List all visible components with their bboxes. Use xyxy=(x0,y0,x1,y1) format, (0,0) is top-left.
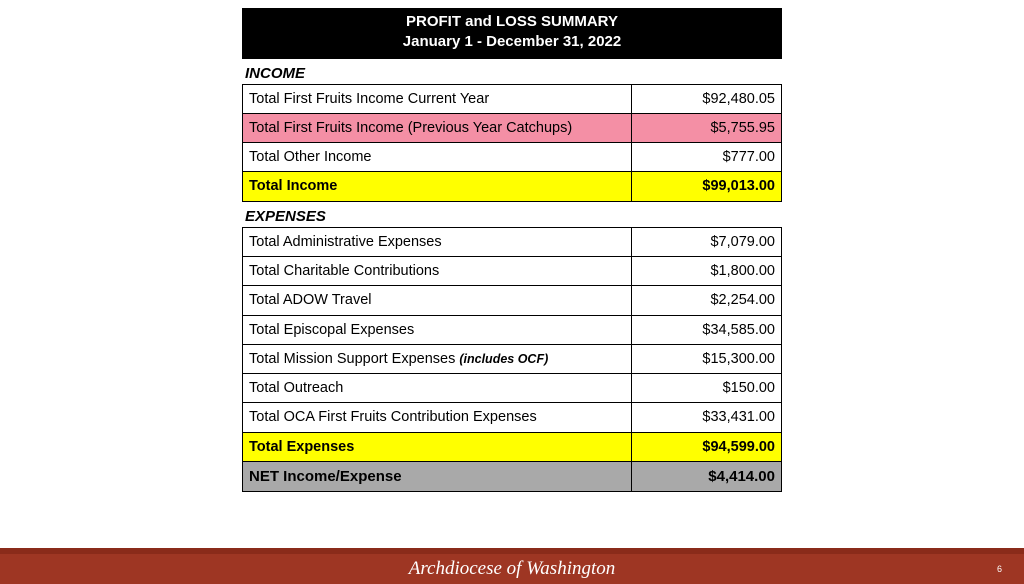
row-label: Total Administrative Expenses xyxy=(243,227,632,256)
row-amount: $33,431.00 xyxy=(632,403,782,432)
page-number: 6 xyxy=(997,554,1002,584)
row-amount: $15,300.00 xyxy=(632,344,782,373)
row-label: Total Expenses xyxy=(243,432,632,461)
table-row: Total Charitable Contributions$1,800.00 xyxy=(243,256,782,285)
row-label: Total Income xyxy=(243,172,632,201)
table-row: Total Outreach$150.00 xyxy=(243,374,782,403)
table-row: Total Administrative Expenses$7,079.00 xyxy=(243,227,782,256)
row-amount: $2,254.00 xyxy=(632,286,782,315)
page-footer: Archdiocese of Washington 6 xyxy=(0,548,1024,584)
row-label: Total First Fruits Income Current Year xyxy=(243,84,632,113)
table-row: Total First Fruits Income (Previous Year… xyxy=(243,113,782,142)
row-amount: $92,480.05 xyxy=(632,84,782,113)
table-row: Total Mission Support Expenses (includes… xyxy=(243,344,782,373)
row-amount: $7,079.00 xyxy=(632,227,782,256)
table-row: Total First Fruits Income Current Year$9… xyxy=(243,84,782,113)
table-row: Total Episcopal Expenses$34,585.00 xyxy=(243,315,782,344)
row-amount: $4,414.00 xyxy=(632,462,782,492)
row-amount: $5,755.95 xyxy=(632,113,782,142)
row-amount: $99,013.00 xyxy=(632,172,782,201)
table-row: Total Income$99,013.00 xyxy=(243,172,782,201)
income-table: Total First Fruits Income Current Year$9… xyxy=(242,84,782,202)
row-label: Total OCA First Fruits Contribution Expe… xyxy=(243,403,632,432)
row-label: Total Charitable Contributions xyxy=(243,256,632,285)
expenses-section-label: EXPENSES xyxy=(242,202,782,227)
expenses-table: Total Administrative Expenses$7,079.00To… xyxy=(242,227,782,492)
row-amount: $777.00 xyxy=(632,143,782,172)
pl-summary: PROFIT and LOSS SUMMARY January 1 - Dece… xyxy=(242,8,782,492)
row-label: Total Outreach xyxy=(243,374,632,403)
table-row: Total ADOW Travel$2,254.00 xyxy=(243,286,782,315)
row-label: Total First Fruits Income (Previous Year… xyxy=(243,113,632,142)
table-row: Total Other Income$777.00 xyxy=(243,143,782,172)
row-label: Total Mission Support Expenses (includes… xyxy=(243,344,632,373)
row-amount: $150.00 xyxy=(632,374,782,403)
table-row: NET Income/Expense$4,414.00 xyxy=(243,462,782,492)
row-label: Total Episcopal Expenses xyxy=(243,315,632,344)
table-row: Total Expenses$94,599.00 xyxy=(243,432,782,461)
row-amount: $1,800.00 xyxy=(632,256,782,285)
row-label: Total Other Income xyxy=(243,143,632,172)
income-section-label: INCOME xyxy=(242,59,782,84)
report-header: PROFIT and LOSS SUMMARY January 1 - Dece… xyxy=(242,8,782,59)
row-label: Total ADOW Travel xyxy=(243,286,632,315)
footer-bar: Archdiocese of Washington 6 xyxy=(0,554,1024,584)
report-title-2: January 1 - December 31, 2022 xyxy=(242,32,782,52)
row-note: (includes OCF) xyxy=(459,352,548,366)
table-row: Total OCA First Fruits Contribution Expe… xyxy=(243,403,782,432)
row-label: NET Income/Expense xyxy=(243,462,632,492)
row-amount: $94,599.00 xyxy=(632,432,782,461)
report-title-1: PROFIT and LOSS SUMMARY xyxy=(242,12,782,32)
row-amount: $34,585.00 xyxy=(632,315,782,344)
